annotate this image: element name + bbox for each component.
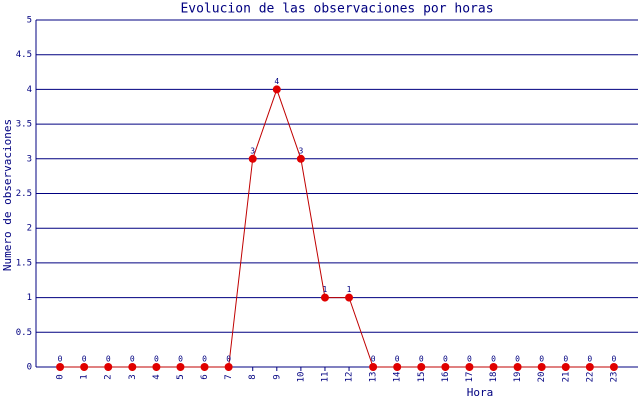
data-label: 1	[323, 285, 328, 294]
x-tick-label: 23	[609, 372, 619, 383]
y-tick-label: 3.5	[16, 120, 32, 130]
x-tick-label: 2	[104, 374, 114, 379]
x-tick-label: 20	[537, 372, 547, 383]
y-tick-label: 2	[27, 224, 32, 234]
data-label: 0	[58, 355, 63, 364]
data-label: 0	[130, 355, 135, 364]
x-axis-label: Hora	[467, 386, 494, 399]
x-tick-label: 4	[152, 374, 162, 379]
data-point	[369, 363, 378, 371]
x-tick-label: 15	[417, 372, 427, 383]
data-point	[80, 363, 89, 371]
data-point	[513, 363, 522, 371]
x-tick-label: 1	[80, 374, 90, 379]
x-tick-label: 10	[296, 372, 306, 383]
y-tick-label: 5	[27, 16, 32, 26]
data-label: 0	[491, 355, 496, 364]
data-line	[60, 87, 614, 368]
data-label: 3	[298, 146, 303, 155]
data-label: 0	[202, 355, 207, 364]
data-point	[345, 293, 354, 302]
data-label: 0	[178, 355, 183, 364]
x-tick-label: 21	[561, 372, 571, 383]
y-tick-label: 4.5	[16, 50, 32, 60]
x-tick-label: 22	[585, 372, 595, 383]
x-tick-label: 3	[128, 374, 138, 379]
data-point	[248, 154, 257, 163]
y-tick-label: 1.5	[16, 258, 32, 268]
data-point	[561, 363, 570, 371]
data-point	[320, 293, 329, 302]
data-label: 0	[563, 355, 568, 364]
data-label: 1	[347, 285, 352, 294]
data-label: 0	[419, 355, 424, 364]
data-label: 0	[154, 355, 159, 364]
data-label: 0	[395, 355, 400, 364]
data-point	[272, 85, 281, 94]
y-axis-label: Numero de observaciones	[1, 119, 14, 271]
y-tick-label: 0	[27, 363, 32, 373]
x-tick-label: 5	[176, 374, 186, 379]
data-point	[224, 363, 233, 371]
data-label: 0	[371, 355, 376, 364]
data-label: 0	[467, 355, 472, 364]
x-tick-label: 9	[272, 374, 282, 379]
data-point	[537, 363, 546, 371]
data-point	[152, 363, 161, 371]
data-point	[441, 363, 450, 371]
data-point	[393, 363, 402, 371]
data-label: 3	[250, 146, 255, 155]
x-tick-label: 16	[441, 372, 451, 383]
data-label: 0	[82, 355, 87, 364]
y-tick-label: 2.5	[16, 189, 32, 199]
x-tick-label: 7	[224, 374, 234, 379]
y-tick-label: 1	[27, 293, 32, 303]
x-tick-label: 11	[320, 372, 330, 383]
data-point	[176, 363, 185, 371]
data-label: 0	[515, 355, 520, 364]
y-tick-label: 3	[27, 154, 32, 164]
data-label: 0	[587, 355, 592, 364]
x-tick-label: 17	[465, 372, 475, 383]
data-label: 0	[226, 355, 231, 364]
data-point	[128, 363, 137, 371]
data-point	[200, 363, 209, 371]
x-tick-label: 6	[200, 374, 210, 379]
x-tick-label: 0	[56, 374, 66, 379]
data-point	[104, 363, 113, 371]
data-label: 0	[106, 355, 111, 364]
data-point	[609, 363, 618, 371]
data-label: 0	[443, 355, 448, 364]
x-tick-label: 18	[489, 372, 499, 383]
data-point	[417, 363, 426, 371]
x-tick-label: 12	[345, 372, 355, 383]
data-point	[56, 363, 65, 371]
y-tick-label: 0.5	[16, 328, 32, 338]
x-tick-label: 19	[513, 372, 523, 383]
x-tick-label: 13	[369, 372, 379, 383]
data-label: 0	[539, 355, 544, 364]
data-point	[465, 363, 474, 371]
y-tick-label: 4	[27, 85, 32, 95]
x-tick-label: 14	[393, 372, 403, 383]
data-label: 0	[612, 355, 617, 364]
data-point	[296, 154, 305, 163]
data-point	[489, 363, 498, 371]
chart-title: Evolucion de las observaciones por horas	[180, 2, 493, 17]
data-label: 4	[274, 77, 279, 86]
data-point	[585, 363, 594, 371]
x-tick-label: 8	[248, 374, 258, 379]
